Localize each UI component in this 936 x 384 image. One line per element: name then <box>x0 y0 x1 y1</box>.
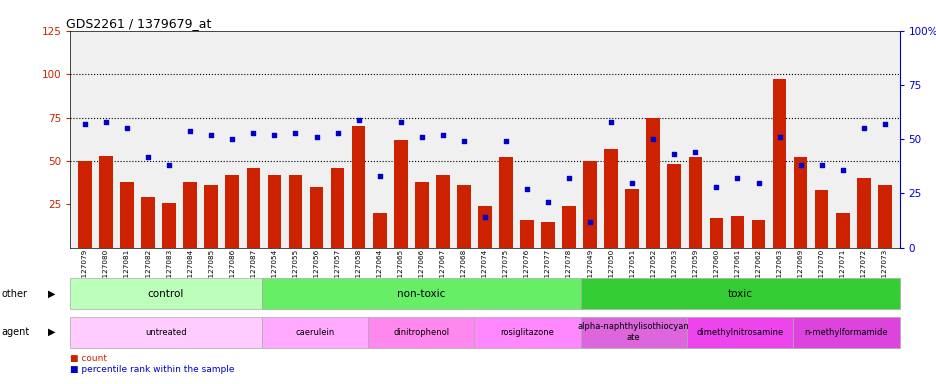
Bar <box>141 197 154 248</box>
Text: untreated: untreated <box>145 328 186 337</box>
Bar <box>666 164 680 248</box>
Bar <box>226 175 239 248</box>
Point <box>771 134 786 140</box>
Text: alpha-naphthylisothiocyan
ate: alpha-naphthylisothiocyan ate <box>578 323 689 342</box>
Point <box>498 138 513 144</box>
Point <box>540 199 555 205</box>
Text: ■ percentile rank within the sample: ■ percentile rank within the sample <box>70 366 235 374</box>
Bar <box>288 175 302 248</box>
Point <box>267 132 282 138</box>
Bar <box>330 168 344 248</box>
Bar <box>709 218 723 248</box>
Bar <box>562 206 576 248</box>
Text: other: other <box>2 289 28 299</box>
Point <box>225 136 240 142</box>
Bar <box>751 220 765 248</box>
Bar <box>772 79 785 248</box>
Bar <box>730 217 743 248</box>
Bar <box>162 202 176 248</box>
Point <box>709 184 724 190</box>
Point <box>309 134 324 140</box>
Bar <box>793 157 807 248</box>
Point <box>645 136 660 142</box>
Point <box>624 180 639 186</box>
Text: caerulein: caerulein <box>295 328 334 337</box>
Bar <box>499 157 512 248</box>
Point <box>876 121 891 127</box>
Bar <box>877 185 891 248</box>
Bar <box>310 187 323 248</box>
Text: non-toxic: non-toxic <box>397 289 445 299</box>
Point <box>729 175 744 181</box>
Bar <box>120 182 134 248</box>
Point <box>245 130 260 136</box>
Text: ▶: ▶ <box>48 289 55 299</box>
Point <box>329 130 344 136</box>
Bar <box>835 213 849 248</box>
Text: agent: agent <box>2 327 30 337</box>
Point <box>561 175 576 181</box>
Bar <box>351 126 365 248</box>
Text: rosiglitazone: rosiglitazone <box>500 328 554 337</box>
Text: control: control <box>148 289 184 299</box>
Point <box>372 173 387 179</box>
Bar <box>246 168 260 248</box>
Bar <box>583 161 596 248</box>
Point <box>751 180 766 186</box>
Bar <box>457 185 470 248</box>
Bar <box>373 213 386 248</box>
Bar <box>78 161 92 248</box>
Point <box>140 154 155 160</box>
Point <box>351 117 366 123</box>
Point <box>582 218 597 225</box>
Point <box>203 132 218 138</box>
Bar <box>268 175 281 248</box>
Point <box>813 162 828 168</box>
Bar <box>204 185 218 248</box>
Point <box>856 125 870 131</box>
Point <box>287 130 302 136</box>
Point <box>834 167 849 173</box>
Bar <box>99 156 112 248</box>
Bar <box>688 157 701 248</box>
Bar <box>393 140 407 248</box>
Point <box>414 134 429 140</box>
Point <box>519 186 534 192</box>
Bar <box>415 182 428 248</box>
Text: ▶: ▶ <box>48 327 55 337</box>
Bar <box>541 222 554 248</box>
Bar <box>814 190 827 248</box>
Point <box>78 121 93 127</box>
Bar <box>646 118 659 248</box>
Bar <box>604 149 618 248</box>
Text: dinitrophenol: dinitrophenol <box>392 328 448 337</box>
Point <box>183 127 197 134</box>
Point <box>476 214 491 220</box>
Bar <box>435 175 449 248</box>
Text: GDS2261 / 1379679_at: GDS2261 / 1379679_at <box>66 17 212 30</box>
Point <box>456 138 471 144</box>
Text: ■ count: ■ count <box>70 354 107 363</box>
Text: toxic: toxic <box>726 289 752 299</box>
Bar <box>519 220 534 248</box>
Point <box>393 119 408 125</box>
Bar <box>624 189 638 248</box>
Bar <box>856 178 870 248</box>
Text: n-methylformamide: n-methylformamide <box>804 328 887 337</box>
Point <box>687 149 702 155</box>
Point <box>792 162 807 168</box>
Point <box>162 162 177 168</box>
Point <box>603 119 618 125</box>
Bar <box>183 182 197 248</box>
Point <box>666 151 681 157</box>
Text: dimethylnitrosamine: dimethylnitrosamine <box>695 328 782 337</box>
Point <box>120 125 135 131</box>
Bar <box>477 206 491 248</box>
Point <box>435 132 450 138</box>
Point <box>98 119 113 125</box>
